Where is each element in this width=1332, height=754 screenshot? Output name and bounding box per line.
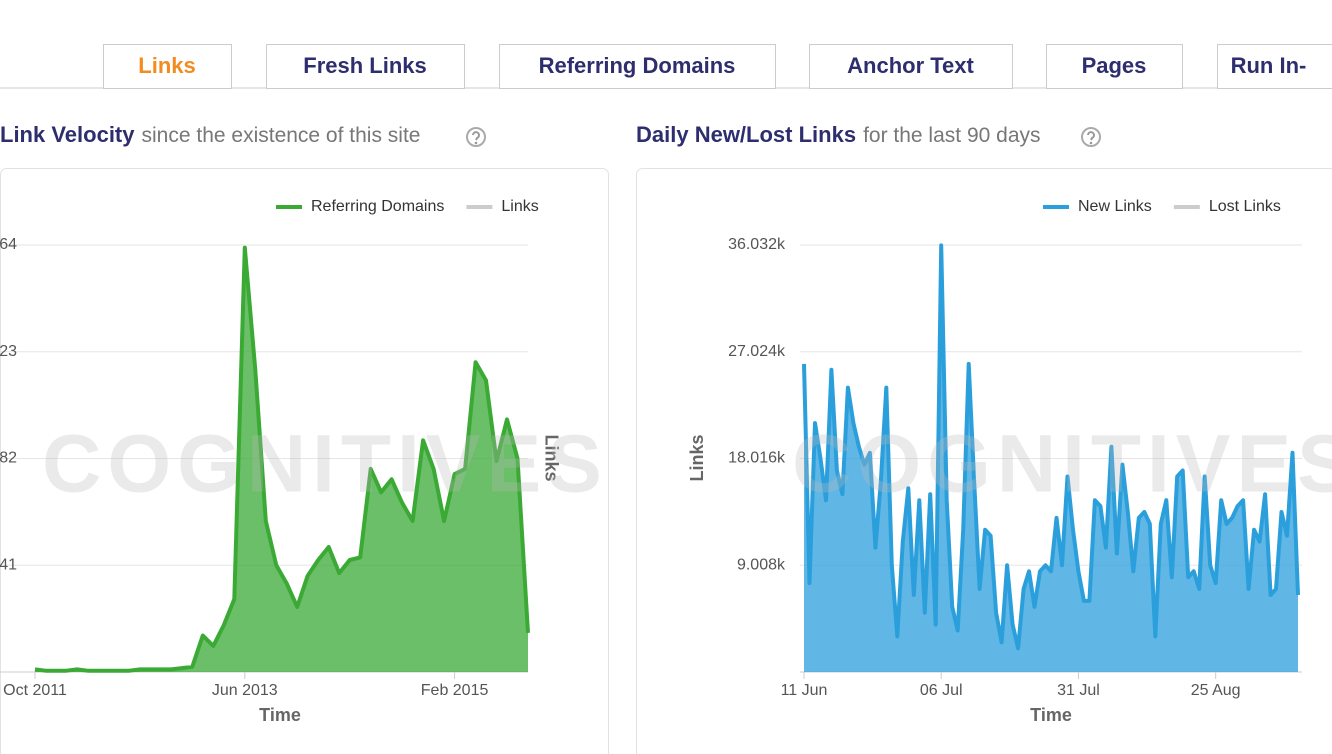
- tab-box: [499, 44, 776, 89]
- series-area: [35, 247, 528, 672]
- legend-label: New Links: [1078, 198, 1152, 215]
- x-tick-label: Oct 2011: [3, 682, 67, 699]
- y-tick-label: 164: [0, 236, 17, 253]
- y-tick-label: 41: [0, 556, 17, 573]
- tab-label: Run In-: [1231, 53, 1307, 78]
- heading-rest: for the last 90 days: [863, 124, 1040, 147]
- tab[interactable]: Anchor Text: [809, 44, 1013, 89]
- x-axis-title: Time: [259, 705, 301, 725]
- heading: Daily New/Lost Links for the last 90 days: [636, 122, 1041, 147]
- tab-box: [266, 44, 465, 89]
- x-tick-label: 31 Jul: [1057, 682, 1100, 699]
- x-tick-label: 11 Jun: [781, 682, 828, 699]
- tab-box: [809, 44, 1013, 89]
- tab-box: [103, 44, 232, 89]
- tab-label: Links: [138, 53, 195, 78]
- x-tick-label: 06 Jul: [920, 682, 963, 699]
- heading: Link Velocity since the existence of this…: [0, 122, 420, 147]
- y2-axis-title: Links: [541, 434, 561, 481]
- y-tick-label: 27.024k: [728, 343, 786, 360]
- heading-bold: Link Velocity: [0, 122, 135, 147]
- legend-label: Referring Domains: [311, 198, 444, 215]
- heading-rest: since the existence of this site: [142, 124, 421, 147]
- series-line: [34, 245, 530, 673]
- tab-label: Referring Domains: [539, 53, 736, 78]
- tab-label: Anchor Text: [847, 53, 974, 78]
- legend-item[interactable]: New Links: [1043, 198, 1152, 215]
- tab[interactable]: Pages: [1046, 44, 1183, 89]
- series-line: [802, 243, 1300, 651]
- x-tick-label: Feb 2015: [421, 682, 489, 699]
- x-axis-title: Time: [1030, 705, 1072, 725]
- x-tick-label: 25 Aug: [1191, 682, 1241, 699]
- tab-label: Pages: [1082, 53, 1147, 78]
- y-tick-label: 36.032k: [728, 236, 786, 253]
- legend-item[interactable]: Lost Links: [1173, 198, 1281, 215]
- tab-box: [1046, 44, 1183, 89]
- legend-item[interactable]: Referring Domains: [276, 198, 444, 215]
- x-tick-label: Jun 2013: [212, 682, 278, 699]
- y-tick-label: 9.008k: [737, 556, 786, 573]
- watermark: COGNITIVES: [792, 419, 1332, 510]
- tab-box: [1217, 44, 1332, 89]
- legend-label: Lost Links: [1209, 198, 1281, 215]
- y-axis-title: Links: [687, 434, 707, 481]
- tab[interactable]: Fresh Links: [266, 44, 465, 89]
- tab[interactable]: Run In-: [1217, 44, 1332, 89]
- y-tick-label: 18.016k: [728, 450, 786, 467]
- watermark: COGNITIVES: [42, 419, 608, 510]
- help-icon[interactable]: [1081, 127, 1101, 147]
- tab[interactable]: Links: [103, 44, 232, 89]
- legend-item[interactable]: Links: [466, 198, 539, 215]
- y-tick-label: 123: [0, 343, 17, 360]
- legend-label: Links: [501, 198, 538, 215]
- help-icon[interactable]: [466, 127, 486, 147]
- tab-label: Fresh Links: [303, 53, 426, 78]
- heading-bold: Daily New/Lost Links: [636, 122, 856, 147]
- y-tick-label: 82: [0, 450, 17, 467]
- tab[interactable]: Referring Domains: [499, 44, 776, 89]
